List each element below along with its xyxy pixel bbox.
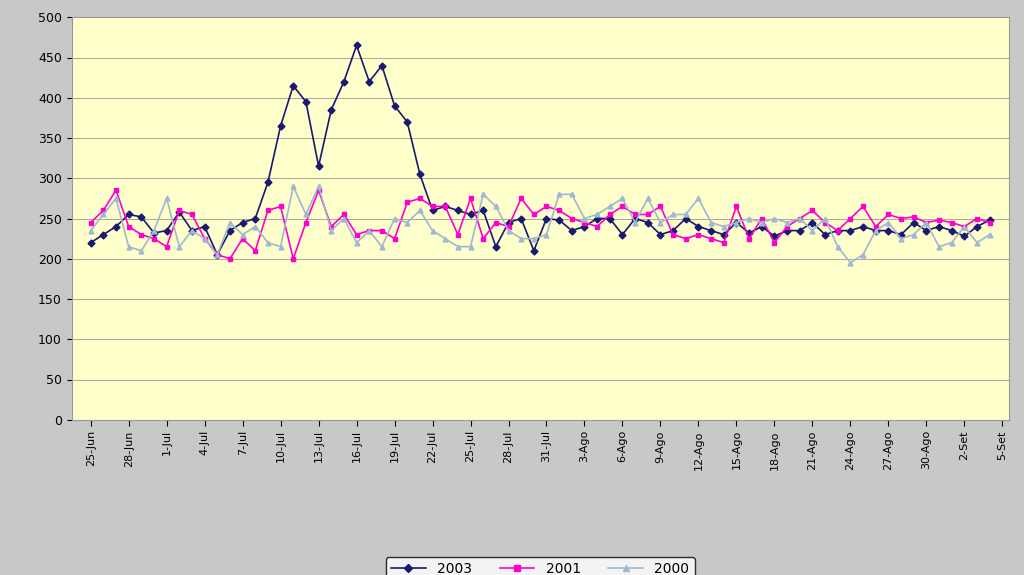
2001	[718, 239, 730, 246]
2003	[224, 227, 237, 234]
2001	[616, 203, 629, 210]
2003	[616, 231, 629, 238]
2001	[110, 187, 122, 194]
2003	[718, 231, 730, 238]
2000	[705, 219, 717, 226]
2003	[933, 223, 945, 230]
2000	[933, 243, 945, 250]
Line: 2003: 2003	[88, 43, 992, 257]
2003	[680, 215, 692, 222]
Line: 2000: 2000	[88, 184, 992, 265]
2000	[983, 231, 995, 238]
2000	[604, 203, 616, 210]
2003	[983, 217, 995, 224]
2003	[211, 251, 223, 258]
2001	[85, 219, 97, 226]
2003	[414, 171, 426, 178]
2000	[211, 251, 223, 258]
2001	[414, 195, 426, 202]
2003	[85, 239, 97, 246]
2001	[237, 235, 249, 242]
2003	[350, 42, 362, 49]
2000	[667, 211, 679, 218]
2001	[933, 217, 945, 224]
Line: 2001: 2001	[88, 188, 992, 261]
2001	[224, 255, 237, 262]
2000	[401, 219, 414, 226]
Legend: 2003, 2001, 2000: 2003, 2001, 2000	[385, 557, 695, 575]
2001	[983, 219, 995, 226]
2000	[844, 259, 856, 266]
2000	[287, 183, 299, 190]
2001	[680, 235, 692, 242]
2000	[85, 227, 97, 234]
